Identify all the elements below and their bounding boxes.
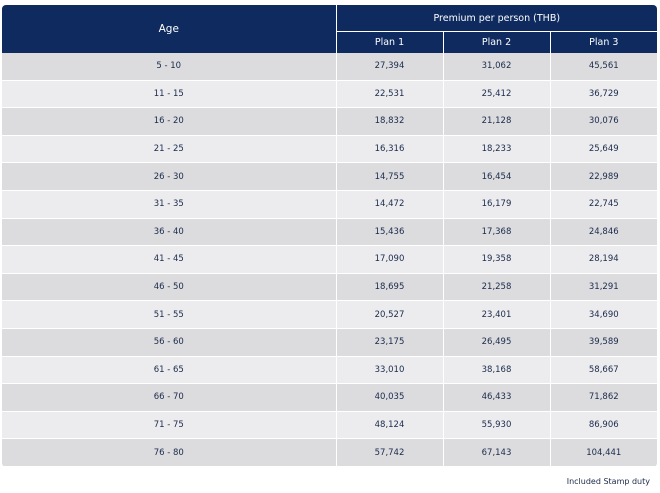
plan-2-cell: 26,495 (442, 328, 550, 357)
age-cell: 41 - 45 (2, 245, 336, 274)
plan-2-cell: 16,454 (442, 162, 550, 191)
age-cell: 26 - 30 (2, 162, 336, 191)
plan-3-cell: 36,729 (549, 80, 658, 109)
table-row: 46 - 50 18,695 21,258 31,291 (2, 273, 658, 302)
plan-1-cell: 27,394 (335, 53, 443, 81)
table-row: 21 - 25 16,316 18,233 25,649 (2, 135, 658, 164)
table-row: 36 - 40 15,436 17,368 24,846 (2, 218, 658, 247)
age-cell: 71 - 75 (2, 411, 336, 440)
plan-2-cell: 23,401 (442, 300, 550, 329)
age-cell: 11 - 15 (2, 80, 336, 109)
plan-1-cell: 15,436 (335, 218, 443, 247)
age-cell: 51 - 55 (2, 300, 336, 329)
age-cell: 36 - 40 (2, 218, 336, 247)
table-row: 5 - 10 27,394 31,062 45,561 (2, 53, 658, 81)
table-row: 66 - 70 40,035 46,433 71,862 (2, 383, 658, 412)
table-row: 11 - 15 22,531 25,412 36,729 (2, 80, 658, 109)
age-cell: 56 - 60 (2, 328, 336, 357)
plan-1-cell: 14,472 (335, 190, 443, 219)
plan-3-cell: 28,194 (549, 245, 658, 274)
plan-3-cell: 25,649 (549, 135, 658, 164)
plan-3-cell: 31,291 (549, 273, 658, 302)
plan-1-cell: 16,316 (335, 135, 443, 164)
plan-3-cell: 22,989 (549, 162, 658, 191)
age-cell: 61 - 65 (2, 356, 336, 385)
plan-2-cell: 21,128 (442, 107, 550, 136)
plan-3-cell: 58,667 (549, 356, 658, 385)
header-row: Age Premium per person (THB) (2, 5, 658, 53)
plan-2-cell: 16,179 (442, 190, 550, 219)
plan-3-cell: 45,561 (549, 53, 658, 81)
plan-2-cell: 25,412 (442, 80, 550, 109)
plan-3-cell: 34,690 (549, 300, 658, 329)
table-row: 51 - 55 20,527 23,401 34,690 (2, 300, 658, 329)
age-cell: 5 - 10 (2, 53, 336, 81)
plan-2-cell: 55,930 (442, 411, 550, 440)
premium-table: Age Premium per person (THB) Plan 1 Plan… (2, 5, 658, 467)
plan-2-cell: 17,368 (442, 218, 550, 247)
plan-1-cell: 18,695 (335, 273, 443, 302)
plan-1-cell: 20,527 (335, 300, 443, 329)
plan-1-cell: 18,832 (335, 107, 443, 136)
table-row: 41 - 45 17,090 19,358 28,194 (2, 245, 658, 274)
plan-3-header: Plan 3 (549, 31, 658, 53)
plan-1-cell: 40,035 (335, 383, 443, 412)
plan-1-cell: 23,175 (335, 328, 443, 357)
table-row: 16 - 20 18,832 21,128 30,076 (2, 107, 658, 136)
age-cell: 46 - 50 (2, 273, 336, 302)
plan-2-cell: 67,143 (442, 438, 550, 467)
age-cell: 16 - 20 (2, 107, 336, 136)
plan-2-cell: 18,233 (442, 135, 550, 164)
plan-1-header: Plan 1 (336, 31, 443, 53)
stamp-duty-note: Included Stamp duty (566, 477, 650, 486)
plan-2-cell: 31,062 (442, 53, 550, 81)
table-row: 71 - 75 48,124 55,930 86,906 (2, 411, 658, 440)
age-cell: 76 - 80 (2, 438, 336, 467)
plan-1-cell: 17,090 (335, 245, 443, 274)
age-cell: 66 - 70 (2, 383, 336, 412)
premium-header: Premium per person (THB) (336, 5, 658, 32)
plan-2-cell: 19,358 (442, 245, 550, 274)
table-row: 61 - 65 33,010 38,168 58,667 (2, 356, 658, 385)
plan-1-cell: 22,531 (335, 80, 443, 109)
table-row: 26 - 30 14,755 16,454 22,989 (2, 162, 658, 191)
table-row: 56 - 60 23,175 26,495 39,589 (2, 328, 658, 357)
plan-3-cell: 39,589 (549, 328, 658, 357)
age-cell: 21 - 25 (2, 135, 336, 164)
plan-1-cell: 48,124 (335, 411, 443, 440)
plan-2-cell: 46,433 (442, 383, 550, 412)
plan-2-cell: 21,258 (442, 273, 550, 302)
age-header: Age (2, 5, 337, 53)
table-body: 5 - 10 27,394 31,062 45,561 11 - 15 22,531 25,… (2, 53, 658, 467)
plan-3-cell: 24,846 (549, 218, 658, 247)
plan-header-row: Plan 1 Plan 2 Plan 3 (2, 31, 658, 53)
age-cell: 31 - 35 (2, 190, 336, 219)
table-row: 76 - 80 57,742 67,143 104,441 (2, 438, 658, 467)
plan-3-cell: 30,076 (549, 107, 658, 136)
plan-2-header: Plan 2 (442, 31, 550, 53)
plan-3-cell: 104,441 (549, 438, 658, 467)
plan-3-cell: 71,862 (549, 383, 658, 412)
table-row: 31 - 35 14,472 16,179 22,745 (2, 190, 658, 219)
plan-2-cell: 38,168 (442, 356, 550, 385)
plan-3-cell: 22,745 (549, 190, 658, 219)
plan-1-cell: 14,755 (335, 162, 443, 191)
plan-1-cell: 57,742 (335, 438, 443, 467)
plan-3-cell: 86,906 (549, 411, 658, 440)
plan-1-cell: 33,010 (335, 356, 443, 385)
